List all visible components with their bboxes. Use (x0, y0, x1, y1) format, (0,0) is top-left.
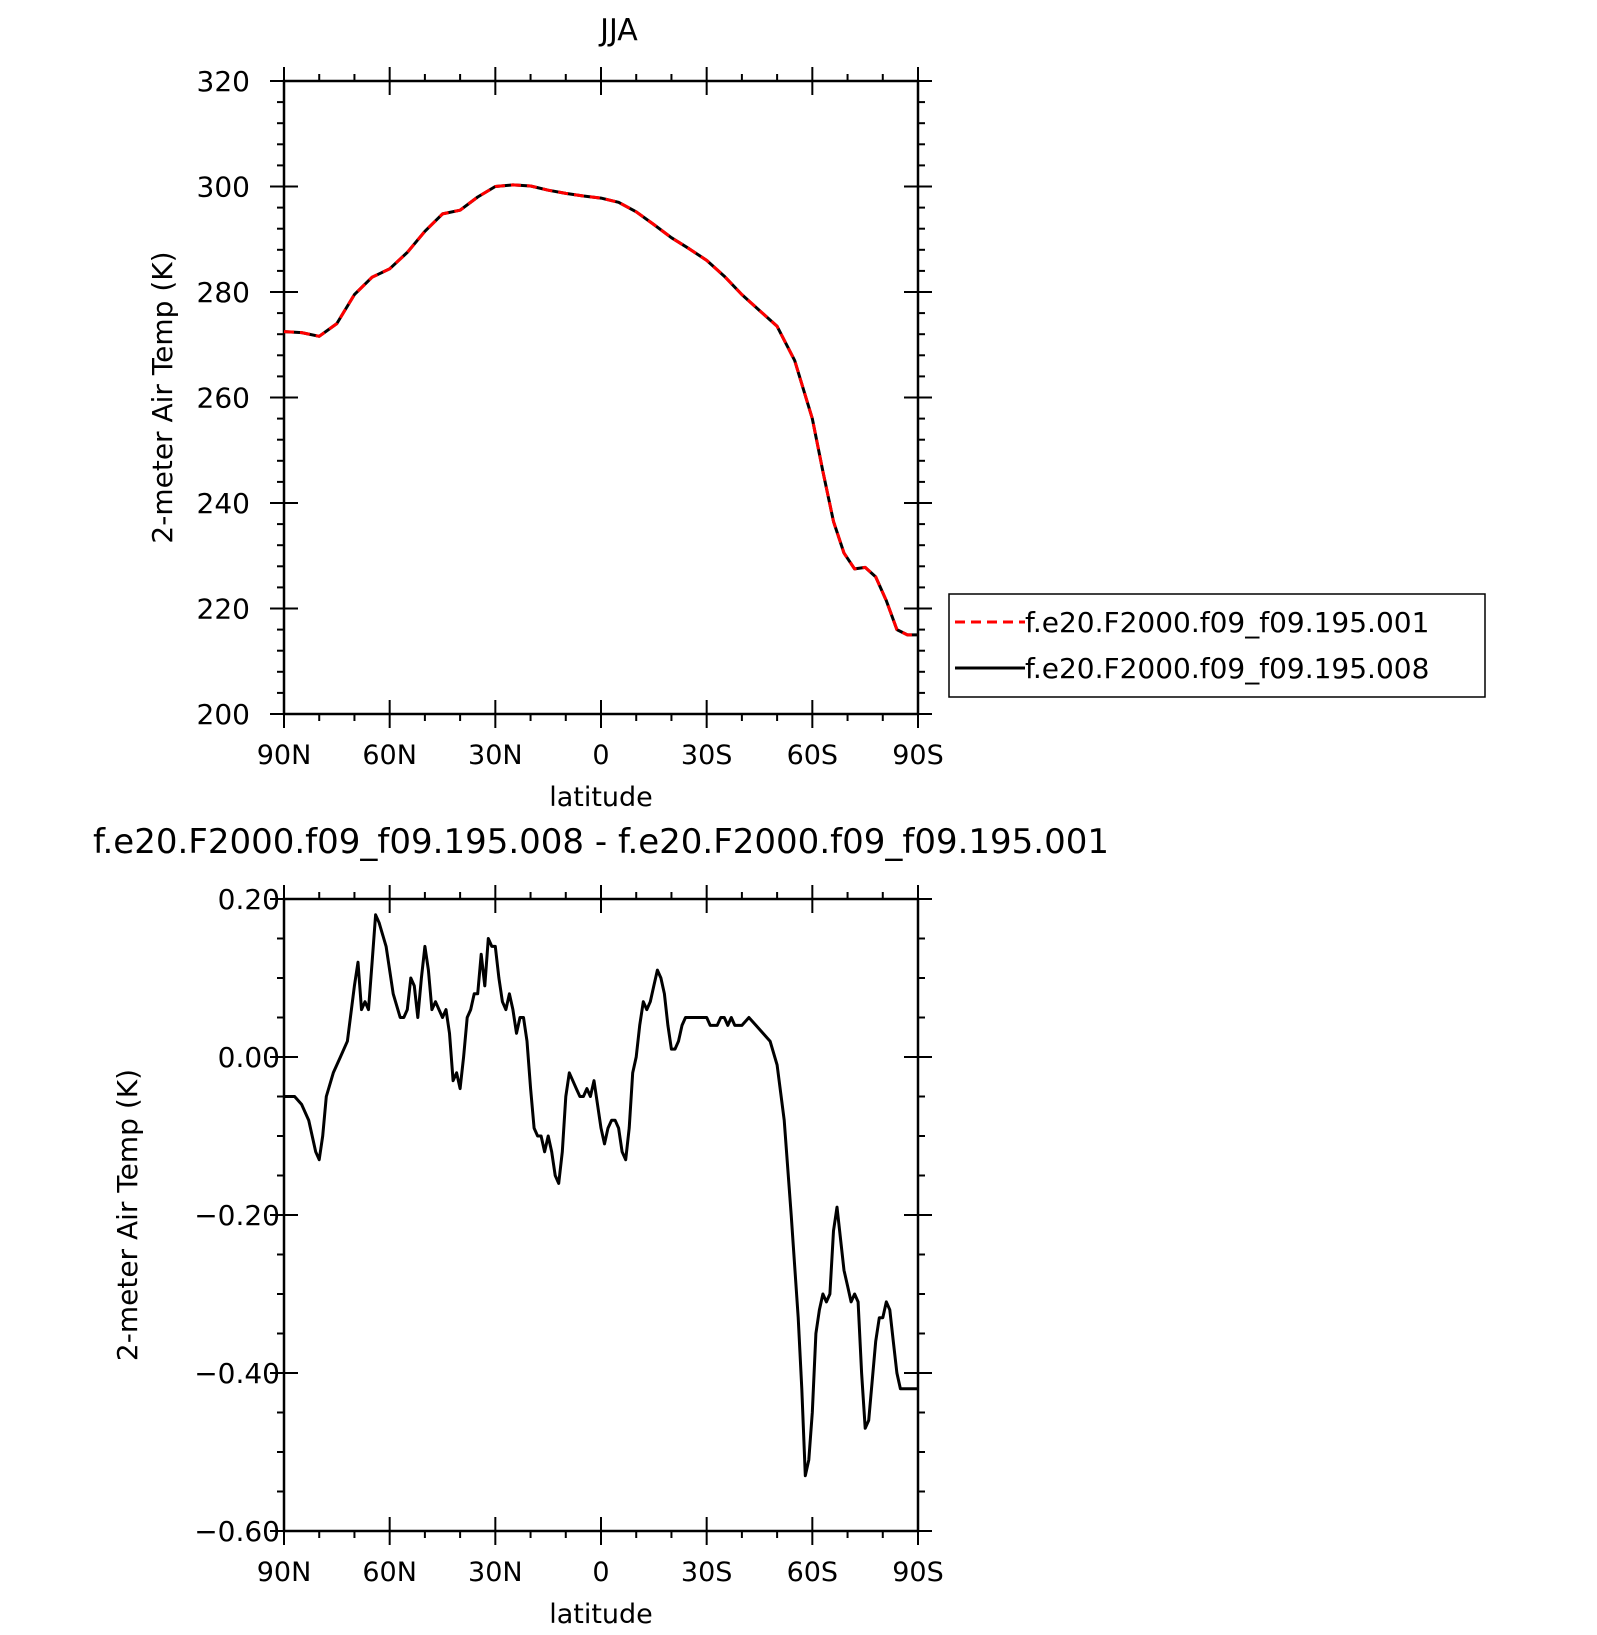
chart2-x-tick-label: 60S (787, 1557, 839, 1588)
chart2-x-tick-label: 90N (257, 1557, 312, 1588)
chart1-y-tick-label: 240 (197, 487, 250, 520)
legend-label-1: f.e20.F2000.f09_f09.195.001 (1025, 606, 1429, 639)
chart1-y-tick-label: 280 (197, 276, 250, 309)
chart2-y-tick-label: −0.40 (194, 1357, 280, 1390)
chart2-x-axis-label: latitude (549, 1599, 653, 1630)
chart1-x-tick-label: 30S (681, 740, 733, 771)
chart2-title: f.e20.F2000.f09_f09.195.008 - f.e20.F200… (93, 822, 1109, 862)
chart1-title: JJA (598, 13, 638, 48)
chart1-y-axis-label: 2-meter Air Temp (K) (146, 251, 179, 543)
chart1-x-tick-label: 60S (787, 740, 839, 771)
chart1-x-tick-label: 30N (468, 740, 523, 771)
legend-box (948, 593, 1486, 698)
chart2-x-tick-label: 60N (362, 1557, 417, 1588)
chart2-x-tick-label: 90S (892, 1557, 944, 1588)
chart1-y-tick-label: 220 (197, 593, 250, 626)
chart1-y-tick-label: 320 (197, 65, 250, 98)
chart1-series-line-2 (283, 183, 918, 637)
chart2-y-tick-label: 0.20 (218, 883, 280, 916)
chart2-x-tick-label: 30N (468, 1557, 523, 1588)
chart2-plot-frame (282, 897, 920, 1533)
chart2-x-tick-label: 0 (592, 1557, 609, 1588)
chart1-y-tick-label: 200 (197, 698, 250, 731)
legend-label-2: f.e20.F2000.f09_f09.195.008 (1025, 652, 1429, 685)
chart2-y-tick-label: −0.20 (194, 1199, 280, 1232)
chart2-x-tick-label: 30S (681, 1557, 733, 1588)
chart1-x-tick-label: 60N (362, 740, 417, 771)
chart2-y-tick-label: −0.60 (194, 1515, 280, 1548)
chart2-y-axis-label: 2-meter Air Temp (K) (111, 1069, 144, 1361)
chart1-x-tick-label: 90S (892, 740, 944, 771)
chart1-x-axis-label: latitude (549, 782, 653, 813)
chart2-y-tick-label: 0.00 (218, 1041, 280, 1074)
chart1-x-tick-label: 0 (592, 740, 609, 771)
chart1-x-tick-label: 90N (257, 740, 312, 771)
chart2-series-line-1 (284, 913, 918, 1478)
chart1-series-line-1 (283, 183, 918, 637)
chart1-plot-frame (282, 79, 920, 716)
chart1-y-tick-label: 300 (197, 171, 250, 204)
chart1-y-tick-label: 260 (197, 382, 250, 415)
